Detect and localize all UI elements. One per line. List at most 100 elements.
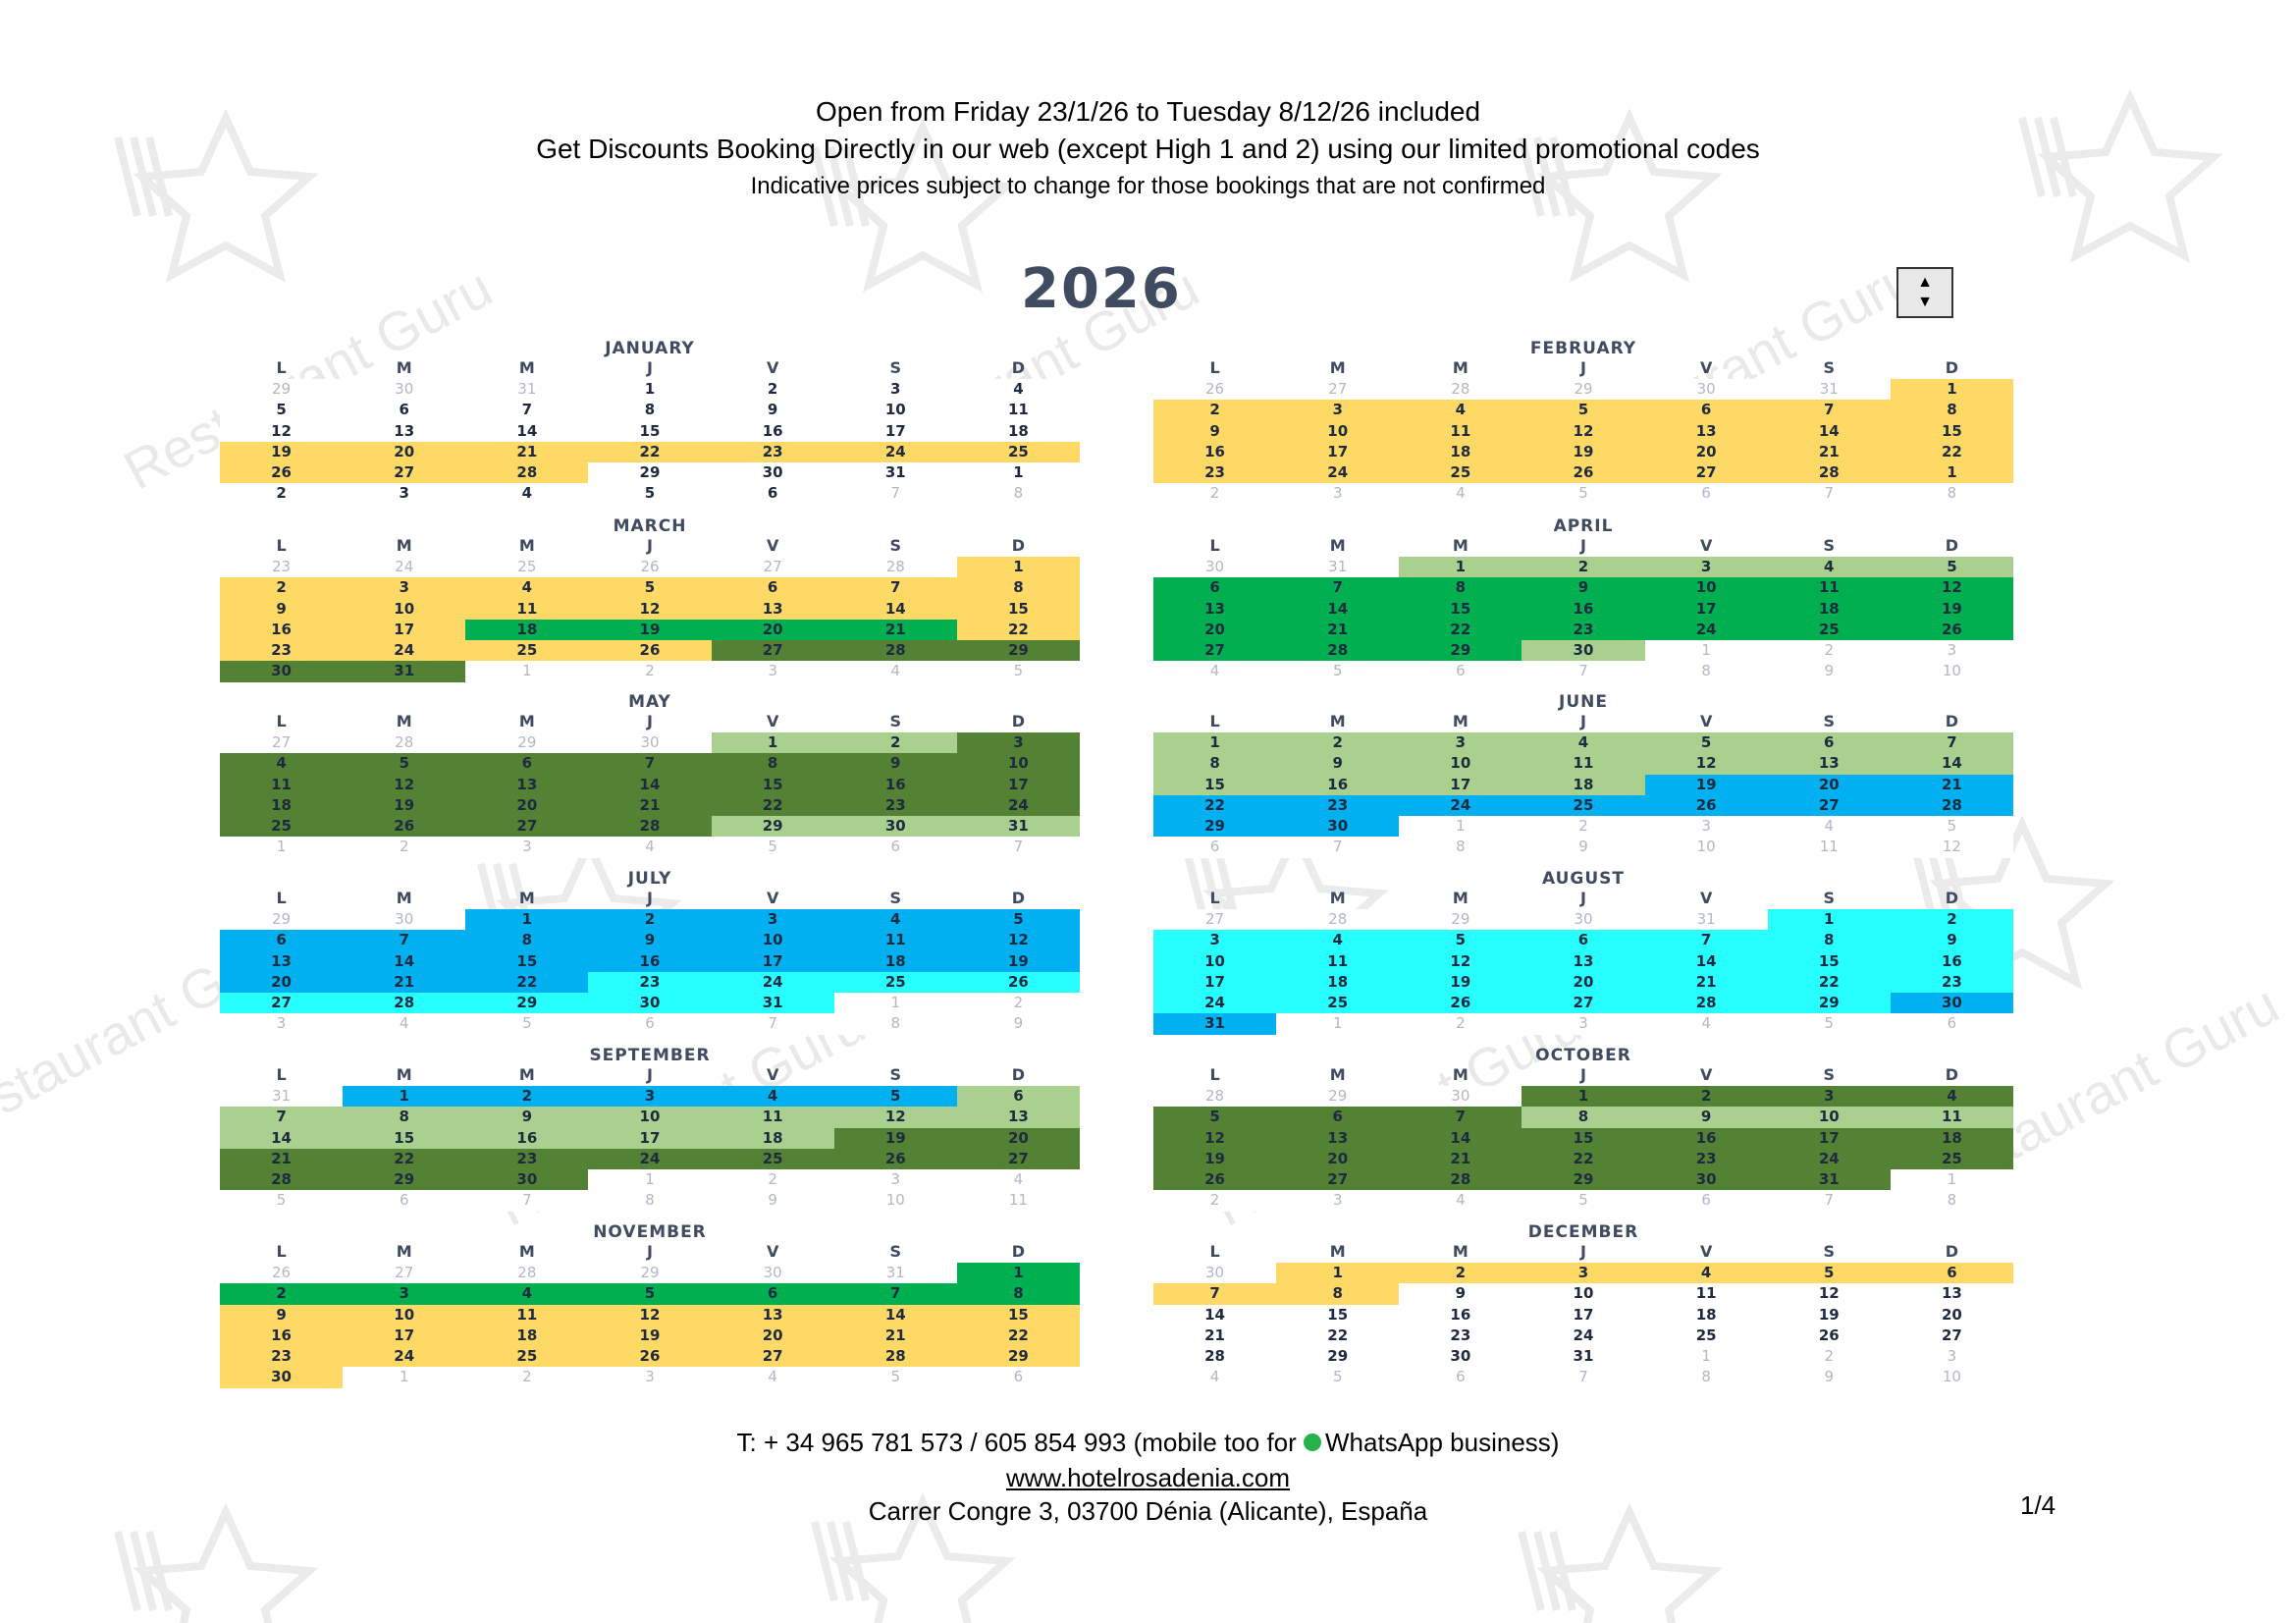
day-cell-other-month: 31 (220, 1086, 344, 1108)
weekday-label: L (1209, 1065, 1220, 1084)
day-cell: 27 (1767, 794, 1891, 817)
day-cell: 29 (465, 993, 589, 1014)
day-cell: 29 (956, 1346, 1080, 1368)
day-cell: 23 (1644, 1148, 1768, 1170)
day-cell-other-month: 3 (1522, 1013, 1645, 1035)
day-cell: 20 (956, 1127, 1080, 1149)
day-cell: 1 (343, 1086, 466, 1108)
day-cell-other-month: 1 (588, 1169, 712, 1191)
weekday-label: M (396, 536, 412, 555)
watermark-fork-icon (1549, 1531, 1576, 1611)
year-spinner[interactable]: ▲ ▼ (1896, 267, 1953, 318)
day-cell: 14 (465, 420, 589, 442)
day-cell: 17 (588, 1127, 712, 1149)
day-cell: 12 (343, 774, 466, 795)
day-cell: 4 (956, 379, 1080, 401)
day-cell: 31 (1153, 1013, 1277, 1035)
day-cell-other-month: 26 (588, 557, 712, 578)
day-cell: 29 (956, 640, 1080, 662)
day-cell-other-month: 2 (1767, 1346, 1891, 1368)
day-cell: 26 (588, 640, 712, 662)
opening-dates-text: Open from Friday 23/1/26 to Tuesday 8/12… (815, 96, 1481, 127)
day-cell: 17 (1644, 598, 1768, 620)
day-cell: 22 (1767, 971, 1891, 994)
day-cell: 20 (1890, 1304, 2013, 1325)
day-cell-other-month: 27 (343, 1263, 466, 1284)
day-cell: 24 (343, 1346, 466, 1368)
day-cell: 15 (588, 420, 712, 442)
day-cell: 15 (1767, 950, 1891, 972)
weekday-label: S (1823, 889, 1836, 907)
day-cell: 29 (1153, 816, 1277, 838)
day-cell: 10 (1522, 1283, 1645, 1305)
day-cell: 11 (1522, 753, 1645, 775)
day-cell: 14 (1153, 1304, 1277, 1325)
day-cell: 26 (343, 816, 466, 838)
day-cell-other-month: 8 (1890, 483, 2013, 505)
weekday-label: L (276, 536, 287, 555)
month-title: MAY (628, 692, 671, 712)
day-cell: 3 (956, 732, 1080, 754)
day-cell: 24 (1399, 794, 1522, 817)
day-cell: 4 (711, 1086, 834, 1108)
day-cell: 27 (220, 993, 344, 1014)
day-cell: 13 (465, 774, 589, 795)
website-link[interactable]: www.hotelrosadenia.com (1005, 1463, 1291, 1492)
day-cell-other-month: 6 (1153, 837, 1277, 858)
day-cell: 13 (711, 598, 834, 620)
day-cell: 18 (1522, 774, 1645, 795)
day-cell-other-month: 28 (833, 557, 957, 578)
day-cell-other-month: 10 (833, 1190, 957, 1212)
day-cell: 8 (1276, 1283, 1400, 1305)
spinner-down-icon[interactable]: ▼ (1917, 294, 1933, 310)
day-cell: 2 (1399, 1263, 1522, 1284)
day-cell: 10 (343, 598, 466, 620)
day-cell: 13 (1890, 1283, 2013, 1305)
day-cell-other-month: 29 (1522, 379, 1645, 401)
day-cell: 26 (1767, 1325, 1891, 1347)
weekday-label: M (1452, 358, 1468, 377)
day-cell: 22 (1890, 441, 2013, 463)
watermark-fork-icon (145, 1531, 173, 1611)
day-cell: 2 (1153, 400, 1277, 421)
day-cell-other-month: 5 (220, 1190, 344, 1212)
day-cell-other-month: 8 (1644, 661, 1768, 682)
day-cell: 8 (1153, 753, 1277, 775)
day-cell-other-month: 2 (1399, 1013, 1522, 1035)
day-cell: 30 (1522, 640, 1645, 662)
day-cell: 22 (588, 441, 712, 463)
day-cell: 7 (465, 400, 589, 421)
month-title: NOVEMBER (593, 1222, 707, 1242)
weekday-label: M (518, 889, 535, 907)
day-cell: 20 (1276, 1148, 1400, 1170)
day-cell: 3 (1767, 1086, 1891, 1108)
day-cell-other-month: 30 (343, 379, 466, 401)
weekday-label: M (1452, 536, 1468, 555)
day-cell-other-month: 30 (1153, 557, 1277, 578)
day-cell: 27 (1644, 462, 1768, 484)
day-cell-other-month: 6 (1399, 661, 1522, 682)
watermark-fork-icon (827, 1521, 854, 1601)
day-grid: 29 30 31 1 2 3 4 5 6 7 8 9 10 11 12 13 14 15 16 17 18 19 20 21 2… (220, 379, 1080, 505)
day-cell-other-month: 2 (343, 837, 466, 858)
day-cell: 25 (711, 1148, 834, 1170)
day-cell: 6 (711, 1283, 834, 1305)
day-cell: 21 (465, 441, 589, 463)
day-cell: 19 (956, 950, 1080, 972)
day-cell-other-month: 6 (956, 1367, 1080, 1388)
month-title: DECEMBER (1527, 1222, 1639, 1242)
day-cell: 10 (1153, 950, 1277, 972)
day-cell: 8 (1399, 577, 1522, 599)
day-cell: 22 (1399, 619, 1522, 641)
year-title: 2026 (1021, 257, 1182, 321)
day-cell-other-month: 29 (465, 732, 589, 754)
day-cell: 19 (1522, 441, 1645, 463)
day-cell: 21 (1153, 1325, 1277, 1347)
day-cell: 30 (220, 661, 344, 682)
day-cell: 14 (833, 1304, 957, 1325)
spinner-up-icon[interactable]: ▲ (1917, 274, 1933, 291)
weekday-label: M (396, 712, 412, 730)
day-cell-other-month: 6 (1399, 1367, 1522, 1388)
